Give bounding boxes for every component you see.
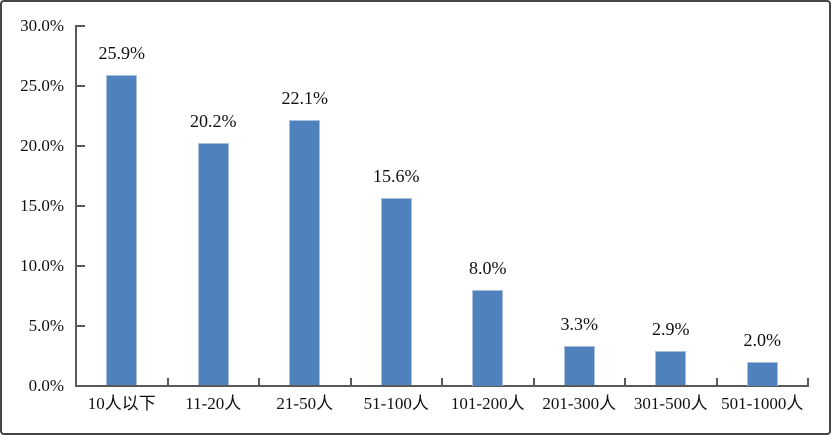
x-axis-tick-label: 10人以下: [87, 394, 156, 413]
y-axis-tick: [77, 24, 85, 27]
bar-value-label: 20.2%: [190, 111, 237, 132]
bar: [106, 74, 138, 386]
x-axis-tick: [349, 377, 352, 386]
y-axis-tick-label: 0.0%: [28, 375, 64, 395]
y-axis-tick-label: 20.0%: [20, 135, 64, 155]
y-axis-tick-label: 10.0%: [20, 255, 64, 275]
x-axis-tick-label: 201-300人: [542, 394, 617, 413]
bar-value-label: 2.9%: [652, 318, 690, 339]
y-axis-tick: [77, 144, 85, 147]
y-axis-tick: [77, 204, 85, 207]
x-axis-tick-label: 501-1000人: [721, 394, 804, 413]
x-axis-line: [75, 384, 809, 387]
bar-value-label: 22.1%: [281, 88, 329, 109]
bar: [472, 289, 504, 386]
y-axis-tick: [77, 84, 85, 87]
bar-value-label: 25.9%: [98, 42, 146, 63]
y-axis-tick: [77, 384, 85, 387]
bar-value-label: 8.0%: [469, 257, 507, 278]
bar: [746, 361, 778, 386]
x-axis-tick: [715, 377, 718, 386]
bar: [197, 143, 229, 386]
x-axis-tick: [532, 377, 535, 386]
bar: [380, 198, 412, 386]
x-axis-tick: [624, 377, 626, 386]
y-axis-tick: [77, 264, 85, 267]
y-axis-tick-label: 5.0%: [28, 315, 64, 335]
bar-value-label: 3.3%: [560, 313, 599, 334]
x-axis-tick-label: 101-200人: [450, 394, 525, 413]
bar: [563, 345, 595, 386]
bar: [289, 120, 321, 386]
y-axis-line: [75, 24, 77, 387]
bar-value-label: 2.0%: [743, 329, 782, 350]
bar: [655, 350, 687, 386]
y-axis-tick-label: 15.0%: [20, 195, 64, 215]
x-axis-tick: [258, 377, 260, 386]
x-axis-tick: [166, 377, 169, 386]
x-axis-tick-label: 301-500人: [633, 394, 708, 413]
x-axis-tick: [441, 377, 443, 386]
y-axis-tick-label: 25.0%: [20, 75, 64, 95]
y-axis-tick-label: 30.0%: [20, 15, 64, 35]
x-axis-tick: [807, 377, 809, 386]
bar-value-label: 15.6%: [373, 166, 420, 187]
x-axis-tick-label: 51-100人: [363, 394, 429, 413]
x-axis-tick: [75, 377, 77, 386]
y-axis-tick: [77, 324, 85, 327]
x-axis-tick-label: 21-50人: [276, 394, 334, 413]
x-axis-tick-label: 11-20人: [185, 394, 242, 413]
